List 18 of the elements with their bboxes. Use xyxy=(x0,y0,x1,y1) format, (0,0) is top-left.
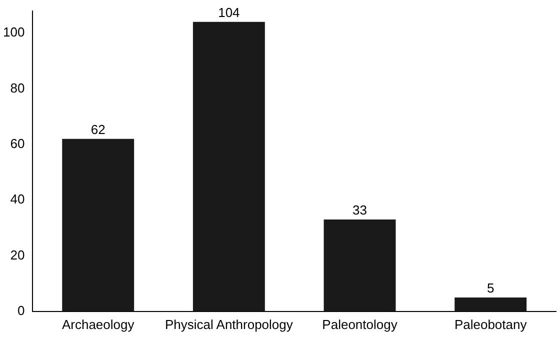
x-tick-label: Paleontology xyxy=(322,316,398,332)
y-tick-label: 100 xyxy=(2,24,25,40)
bar xyxy=(192,22,265,312)
data-label: 104 xyxy=(218,5,240,20)
x-tick-label: Archaeology xyxy=(62,316,135,332)
bar xyxy=(324,220,396,312)
y-tick-label: 60 xyxy=(10,136,25,151)
y-tick-label: 80 xyxy=(10,80,25,96)
y-tick-label: 0 xyxy=(17,302,25,318)
bar xyxy=(454,297,527,312)
data-label: 62 xyxy=(90,122,106,137)
y-tick-label: 40 xyxy=(10,192,25,207)
data-label: 5 xyxy=(486,280,494,296)
data-label: 33 xyxy=(352,202,367,218)
x-tick-label: Physical Anthropology xyxy=(164,316,294,332)
y-tick-label: 20 xyxy=(10,247,25,262)
x-tick-label: Paleobotany xyxy=(454,316,528,332)
bar xyxy=(62,138,134,312)
